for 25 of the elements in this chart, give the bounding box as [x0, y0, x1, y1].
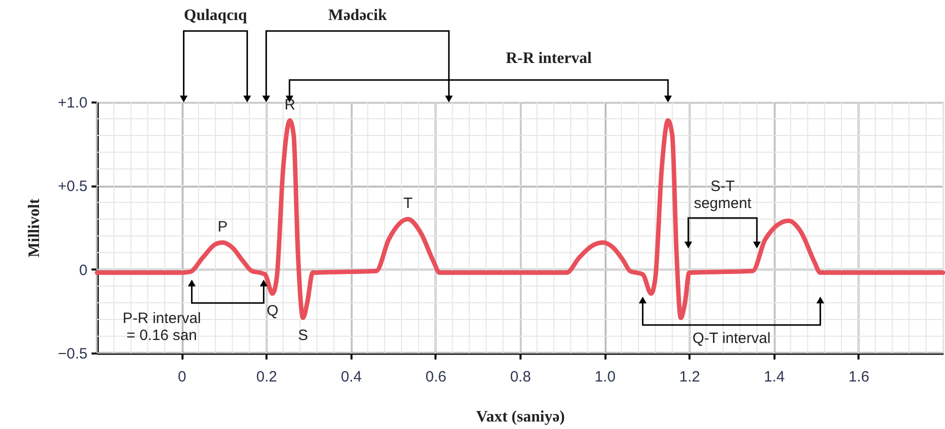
x-tick-label: 0.4 [340, 368, 362, 386]
x-tick-label: 0.2 [256, 368, 278, 386]
y-axis-title: Millivolt [26, 198, 43, 258]
text: Qulaqcıq [184, 7, 248, 24]
y-tick-label: −0.5 [58, 346, 88, 362]
annotation: P [218, 218, 228, 236]
y-tick-label: 0 [79, 262, 88, 279]
y-tick-label: +1.0 [58, 94, 88, 112]
annotation: S-T segment [694, 178, 752, 212]
annotation: Q [266, 302, 278, 320]
x-tick-label: 1.2 [679, 368, 700, 386]
text: Mədəcik [328, 7, 387, 24]
x-tick-label: 0 [178, 368, 186, 386]
x-axis-title: Vaxt (saniyə) [476, 408, 565, 426]
text: R-R interval [506, 50, 592, 67]
annotation: S [298, 326, 308, 344]
x-tick-label: 1.0 [594, 368, 616, 386]
x-tick-label: 1.4 [764, 368, 785, 386]
y-tick-label: +0.5 [58, 178, 88, 196]
annotation: T [403, 195, 412, 212]
x-tick-label: 1.6 [848, 368, 870, 386]
annotation: P-R interval = 0.16 san [122, 310, 201, 344]
x-tick-label: 0.6 [425, 368, 446, 386]
x-tick-label: 0.8 [510, 368, 531, 386]
annotation: Q-T interval [692, 330, 771, 347]
